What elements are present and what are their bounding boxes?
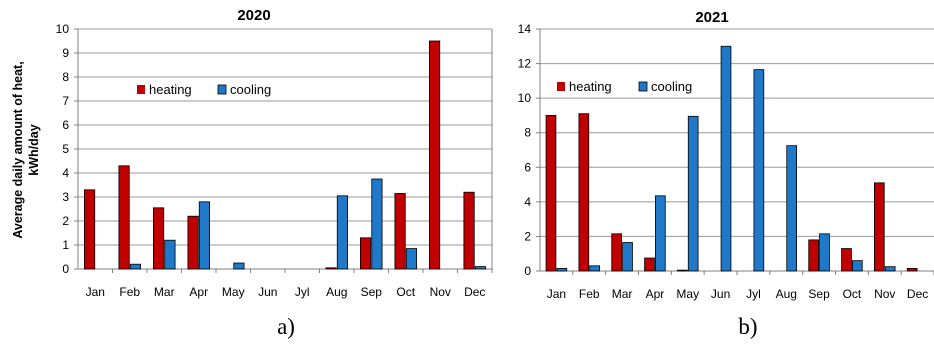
y-tick-label: 8 <box>62 70 69 84</box>
bar-heating-dec <box>906 268 918 272</box>
legend-label-cooling: cooling <box>230 82 271 97</box>
legend-label-cooling: cooling <box>651 79 692 94</box>
bar-cooling-apr <box>655 195 666 272</box>
x-tick-label: Jyl <box>295 285 310 299</box>
y-tick-label: 5 <box>62 142 69 156</box>
x-tick-label: Sep <box>808 287 830 301</box>
bar-cooling-apr <box>198 201 211 270</box>
legend-swatch-cooling <box>638 81 648 92</box>
x-tick-label: Apr <box>646 287 665 301</box>
bar-cooling-mar <box>622 242 633 272</box>
bar-heating-may <box>677 269 688 272</box>
bar-cooling-dec <box>474 266 487 270</box>
bar-cooling-jan <box>556 268 568 272</box>
y-tick-label: 3 <box>62 190 69 204</box>
bar-heating-sep <box>808 239 819 272</box>
bar-heating-apr <box>187 215 199 270</box>
x-tick-label: Dec <box>464 285 485 299</box>
x-tick-label: Aug <box>326 285 347 299</box>
bar-cooling-aug <box>786 145 798 272</box>
chart-title: 2021 <box>695 9 728 26</box>
x-tick-label: Sep <box>361 285 383 299</box>
x-tick-label: Jan <box>86 285 105 299</box>
y-axis-label-line2: kWh/day <box>27 124 41 175</box>
bar-heating-dec <box>463 191 475 270</box>
chart-title: 2020 <box>237 7 270 24</box>
y-tick-label: 14 <box>518 22 532 36</box>
y-tick-label: 2 <box>62 214 69 228</box>
bar-cooling-nov <box>884 266 896 272</box>
y-tick-label: 10 <box>518 91 532 105</box>
y-tick-label: 6 <box>524 160 531 174</box>
bar-heating-jan <box>84 189 96 270</box>
bar-heating-jan <box>545 115 557 272</box>
bar-cooling-sep <box>371 178 383 270</box>
bar-heating-feb <box>578 113 590 272</box>
legend-swatch-cooling <box>217 84 227 95</box>
y-tick-label: 8 <box>524 126 531 140</box>
x-tick-label: May <box>676 287 699 301</box>
y-tick-label: 9 <box>62 46 69 60</box>
y-tick-label: 6 <box>62 118 69 132</box>
x-tick-label: Feb <box>119 285 140 299</box>
bar-cooling-feb <box>589 265 601 272</box>
bar-heating-oct <box>841 248 852 272</box>
bar-heating-nov <box>428 40 441 270</box>
bar-cooling-oct <box>405 248 418 270</box>
x-tick-label: Jan <box>547 287 566 301</box>
bar-heating-sep <box>359 237 372 270</box>
bar-heating-aug <box>325 267 337 270</box>
x-tick-label: Feb <box>579 287 600 301</box>
bar-heating-apr <box>644 257 655 272</box>
x-tick-label: Dec <box>907 287 928 301</box>
x-tick-label: Aug <box>776 287 797 301</box>
bar-heating-oct <box>394 192 406 270</box>
y-tick-label: 1 <box>62 238 69 252</box>
bar-cooling-may <box>233 262 245 270</box>
y-tick-label: 4 <box>62 166 69 180</box>
y-tick-label: 7 <box>62 94 69 108</box>
y-tick-label: 0 <box>524 264 531 278</box>
bar-cooling-feb <box>129 263 142 270</box>
x-tick-label: Mar <box>154 285 175 299</box>
bar-heating-feb <box>118 165 130 270</box>
bar-heating-mar <box>152 207 165 270</box>
x-tick-label: Oct <box>843 287 862 301</box>
x-tick-label: Oct <box>396 285 415 299</box>
x-tick-label: Mar <box>612 287 633 301</box>
bar-cooling-jun <box>720 45 732 272</box>
bar-cooling-aug <box>336 195 349 270</box>
x-tick-label: Jun <box>258 285 277 299</box>
bar-heating-mar <box>611 233 622 272</box>
x-tick-label: Apr <box>189 285 208 299</box>
x-tick-label: Nov <box>874 287 895 301</box>
legend-label-heating: heating <box>569 79 612 94</box>
figure-caption: a) <box>277 314 295 339</box>
legend-swatch-heating <box>137 85 145 94</box>
y-tick-label: 4 <box>524 195 531 209</box>
y-axis-label-line1: Average daily amount of heat, <box>11 61 25 238</box>
y-tick-label: 2 <box>524 229 531 243</box>
figure-caption: b) <box>738 314 757 339</box>
x-tick-label: May <box>222 285 245 299</box>
bar-cooling-may <box>687 115 699 272</box>
bar-cooling-jyl <box>753 69 765 272</box>
bar-cooling-oct <box>852 260 863 272</box>
bar-cooling-mar <box>164 239 176 270</box>
bar-heating-nov <box>874 182 885 272</box>
bar-cooling-sep <box>819 233 830 272</box>
chart-2021: 2021 0 2 4 6 8 10 12 14 Jan Feb Mar Apr May Jun Jyl Aug S… <box>518 9 934 339</box>
y-tick-label: 10 <box>56 22 70 36</box>
chart-2020: 2020 0 1 2 3 4 5 6 7 8 9 10 Jan Feb Mar Apr May Jun Jyl Aug… <box>56 7 493 339</box>
legend-swatch-heating <box>557 82 565 91</box>
x-tick-label: Jyl <box>746 287 761 301</box>
x-tick-label: Nov <box>430 285 451 299</box>
legend-label-heating: heating <box>149 82 192 97</box>
x-tick-label: Jun <box>711 287 730 301</box>
y-tick-label: 12 <box>518 57 532 71</box>
y-tick-label: 0 <box>62 262 69 276</box>
